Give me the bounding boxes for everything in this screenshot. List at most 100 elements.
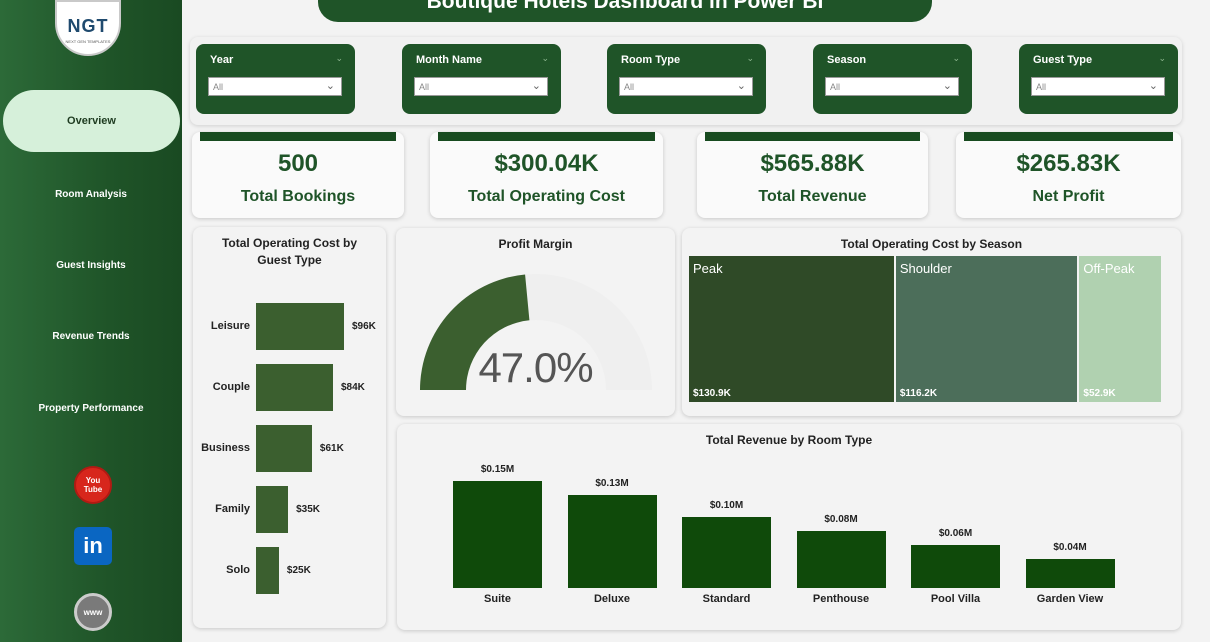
kpi-total-operating-cost: $300.04K Total Operating Cost xyxy=(430,132,663,218)
kpi-accent-bar xyxy=(438,132,655,141)
year-dropdown[interactable]: All ⌄ xyxy=(208,77,342,96)
treemap-value: $116.2K xyxy=(899,388,938,399)
bar-category-label: Suite xyxy=(484,593,511,605)
kpi-value: 500 xyxy=(277,150,319,177)
bar-value-label: $35K xyxy=(296,503,320,515)
slicer-month-name: Month Name ⌄ All ⌄ xyxy=(402,44,561,114)
chevron-down-icon: ⌄ xyxy=(1148,80,1158,92)
kpi-value: $265.83K xyxy=(1016,150,1121,177)
chevron-down-icon: ⌄ xyxy=(531,80,541,92)
slicer-guest-type: Guest Type ⌄ All ⌄ xyxy=(1019,44,1178,114)
chart-title: Profit Margin xyxy=(498,237,573,251)
kpi-label: Net Profit xyxy=(1032,188,1105,205)
slicer-season: Season ⌄ All ⌄ xyxy=(813,44,972,114)
chart-revenue-by-room-type: Total Revenue by Room Type $0.15M Suite $0… xyxy=(397,424,1181,630)
treemap-label: Peak xyxy=(693,261,723,276)
treemap-label: Shoulder xyxy=(899,261,952,276)
month-name-dropdown[interactable]: All ⌄ xyxy=(414,77,548,96)
bar-category-label: Deluxe xyxy=(593,593,631,605)
bar[interactable] xyxy=(256,547,279,594)
chart-title: Total Operating Cost by Guest Type xyxy=(221,236,358,267)
chart-title: Total Revenue by Room Type xyxy=(705,433,873,447)
gauge-fill xyxy=(420,274,530,390)
slicer-label: Guest Type xyxy=(1033,54,1093,66)
chart-operating-cost-by-guest-type: Total Operating Cost by Guest Type Leisu… xyxy=(193,227,386,628)
guest-type-dropdown[interactable]: All ⌄ xyxy=(1031,77,1165,96)
nav-revenue-trends[interactable]: Revenue Trends xyxy=(52,330,130,342)
nav-guest-insights[interactable]: Guest Insights xyxy=(56,259,126,271)
chart-operating-cost-by-season: Total Operating Cost by Season Peak $130.… xyxy=(682,228,1181,416)
bar-value-label: $61K xyxy=(319,442,344,454)
kpi-label: Total Operating Cost xyxy=(467,188,626,205)
dropdown-value: All xyxy=(213,82,224,92)
bar[interactable] xyxy=(911,545,1000,588)
chevron-down-icon: ⌄ xyxy=(736,80,746,92)
gauge-svg xyxy=(420,274,652,390)
bar-value-label: $0.08M xyxy=(824,513,858,525)
bar-category-label: Pool Villa xyxy=(930,593,981,605)
bar-value-label: $0.13M xyxy=(595,478,629,490)
slicer-year: Year ⌄ All ⌄ xyxy=(196,44,355,114)
dropdown-value: All xyxy=(624,82,635,92)
room-type-dropdown[interactable]: All ⌄ xyxy=(619,77,753,96)
chevron-down-icon[interactable]: ⌄ xyxy=(541,53,549,63)
chart-title: Total Operating Cost by Season xyxy=(840,237,1023,251)
kpi-accent-bar xyxy=(705,132,920,141)
kpi-total-bookings: 500 Total Bookings xyxy=(192,132,404,218)
kpi-label: Total Bookings xyxy=(240,188,356,205)
bar-category-label: Standard xyxy=(702,593,751,605)
kpi-accent-bar xyxy=(964,132,1173,141)
chevron-down-icon[interactable]: ⌄ xyxy=(335,53,343,63)
page-title-text: Boutique Hotels Dashboard in Power BI xyxy=(426,0,824,13)
page-title: Boutique Hotels Dashboard in Power BI xyxy=(318,0,932,22)
slicer-label: Month Name xyxy=(416,54,482,66)
bar-category-label: Leisure xyxy=(210,319,250,332)
bar-category-label: Solo xyxy=(226,563,250,576)
treemap-value: $130.9K xyxy=(693,388,731,399)
kpi-value: $300.04K xyxy=(494,150,599,177)
chevron-down-icon: ⌄ xyxy=(325,80,335,92)
nav-property-performance[interactable]: Property Performance xyxy=(38,402,144,414)
kpi-accent-bar xyxy=(200,132,396,141)
gauge-value: 47.0% xyxy=(478,344,593,391)
bar[interactable] xyxy=(256,425,312,472)
slicer-room-type: Room Type ⌄ All ⌄ xyxy=(607,44,766,114)
bar-value-label: $96K xyxy=(352,320,376,332)
treemap-cell[interactable]: Off-Peak $52.9K xyxy=(1079,256,1161,402)
treemap-cell[interactable]: Peak $130.9K xyxy=(689,256,894,402)
nav-room-analysis[interactable]: Room Analysis xyxy=(55,188,127,200)
logo: NGT NEXT GEN TEMPLATES xyxy=(55,0,121,56)
treemap-cell[interactable]: Shoulder $116.2K xyxy=(895,256,1078,402)
bar[interactable] xyxy=(796,530,886,588)
dropdown-value: All xyxy=(419,82,430,92)
chevron-down-icon[interactable]: ⌄ xyxy=(1158,53,1166,63)
bar-category-label: Garden View xyxy=(1036,593,1104,605)
slicer-label: Room Type xyxy=(621,54,681,66)
bar[interactable] xyxy=(256,486,289,533)
dropdown-value: All xyxy=(830,82,841,92)
bar[interactable] xyxy=(256,303,344,350)
bar[interactable] xyxy=(567,495,657,588)
linkedin-icon[interactable]: in xyxy=(74,527,112,565)
chevron-down-icon[interactable]: ⌄ xyxy=(746,53,754,63)
chevron-down-icon[interactable]: ⌄ xyxy=(952,53,960,63)
nav-overview[interactable]: Overview xyxy=(3,90,180,152)
treemap-value: $52.9K xyxy=(1083,388,1116,399)
bar-category-label: Penthouse xyxy=(812,593,870,605)
web-globe-icon[interactable]: www xyxy=(74,593,112,631)
bar-category-label: Family xyxy=(215,502,250,515)
bar-category-label: Couple xyxy=(212,380,250,393)
kpi-label: Total Revenue xyxy=(758,188,867,205)
slicer-label: Season xyxy=(827,54,867,66)
bar[interactable] xyxy=(1025,559,1115,588)
bar-category-label: Business xyxy=(201,441,250,454)
youtube-icon[interactable]: You Tube xyxy=(74,466,112,504)
chart-profit-margin: Profit Margin 47.0% xyxy=(396,228,675,416)
kpi-total-revenue: $565.88K Total Revenue xyxy=(697,132,928,218)
bar[interactable] xyxy=(256,364,333,411)
season-dropdown[interactable]: All ⌄ xyxy=(825,77,959,96)
bar[interactable] xyxy=(682,516,771,588)
bar[interactable] xyxy=(453,481,542,588)
treemap-label: Off-Peak xyxy=(1083,261,1135,276)
bar-value-label: $0.04M xyxy=(1053,542,1087,554)
